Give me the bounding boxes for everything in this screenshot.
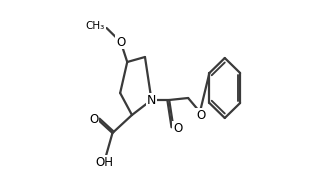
Text: CH₃: CH₃ <box>85 21 105 31</box>
Text: N: N <box>147 93 156 107</box>
Text: O: O <box>173 122 182 135</box>
Text: O: O <box>196 109 206 122</box>
Text: OH: OH <box>95 156 113 169</box>
Text: O: O <box>116 36 126 48</box>
Text: O: O <box>89 113 98 126</box>
